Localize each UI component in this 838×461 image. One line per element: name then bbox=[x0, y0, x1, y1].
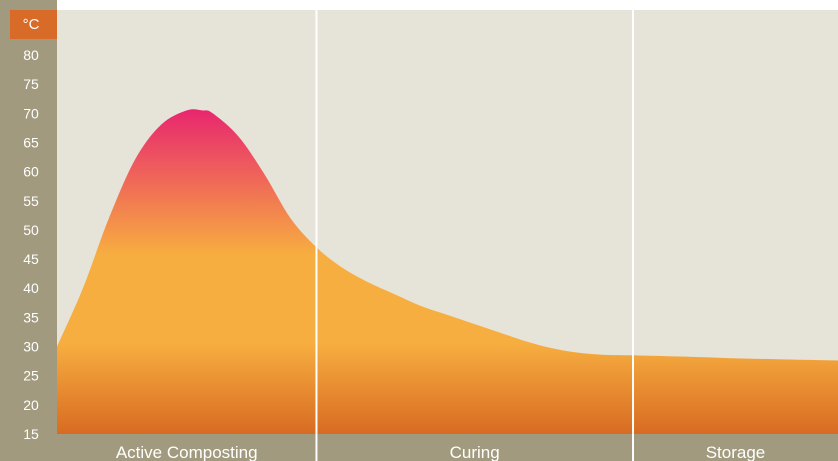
y-tick-label: 60 bbox=[23, 164, 39, 180]
phase-label: Curing bbox=[450, 443, 500, 461]
phase-label: Storage bbox=[706, 443, 766, 461]
unit-label: °C bbox=[23, 16, 40, 33]
y-tick-label: 15 bbox=[23, 426, 39, 442]
y-tick-label: 70 bbox=[23, 105, 39, 121]
y-tick-label: 30 bbox=[23, 339, 39, 355]
y-tick-label: 40 bbox=[23, 280, 39, 296]
y-tick-label: 80 bbox=[23, 47, 39, 63]
y-tick-label: 75 bbox=[23, 76, 39, 92]
temperature-area bbox=[57, 109, 838, 434]
y-tick-label: 20 bbox=[23, 397, 39, 413]
y-tick-label: 65 bbox=[23, 135, 39, 151]
y-tick-label: 35 bbox=[23, 309, 39, 325]
y-tick-label: 25 bbox=[23, 368, 39, 384]
x-axis-panel bbox=[0, 434, 838, 461]
y-tick-label: 55 bbox=[23, 193, 39, 209]
phase-dividers bbox=[315, 10, 635, 461]
y-axis-ticks: 80 75 70 65 60 55 50 45 40 35 30 25 20 15 bbox=[23, 47, 39, 442]
y-tick-label: 45 bbox=[23, 251, 39, 267]
y-tick-label: 50 bbox=[23, 222, 39, 238]
y-axis-panel bbox=[0, 0, 57, 461]
unit-badge bbox=[10, 10, 57, 39]
phase-label: Active Composting bbox=[116, 443, 258, 461]
phase-labels: Active Composting Curing Storage bbox=[116, 443, 765, 461]
